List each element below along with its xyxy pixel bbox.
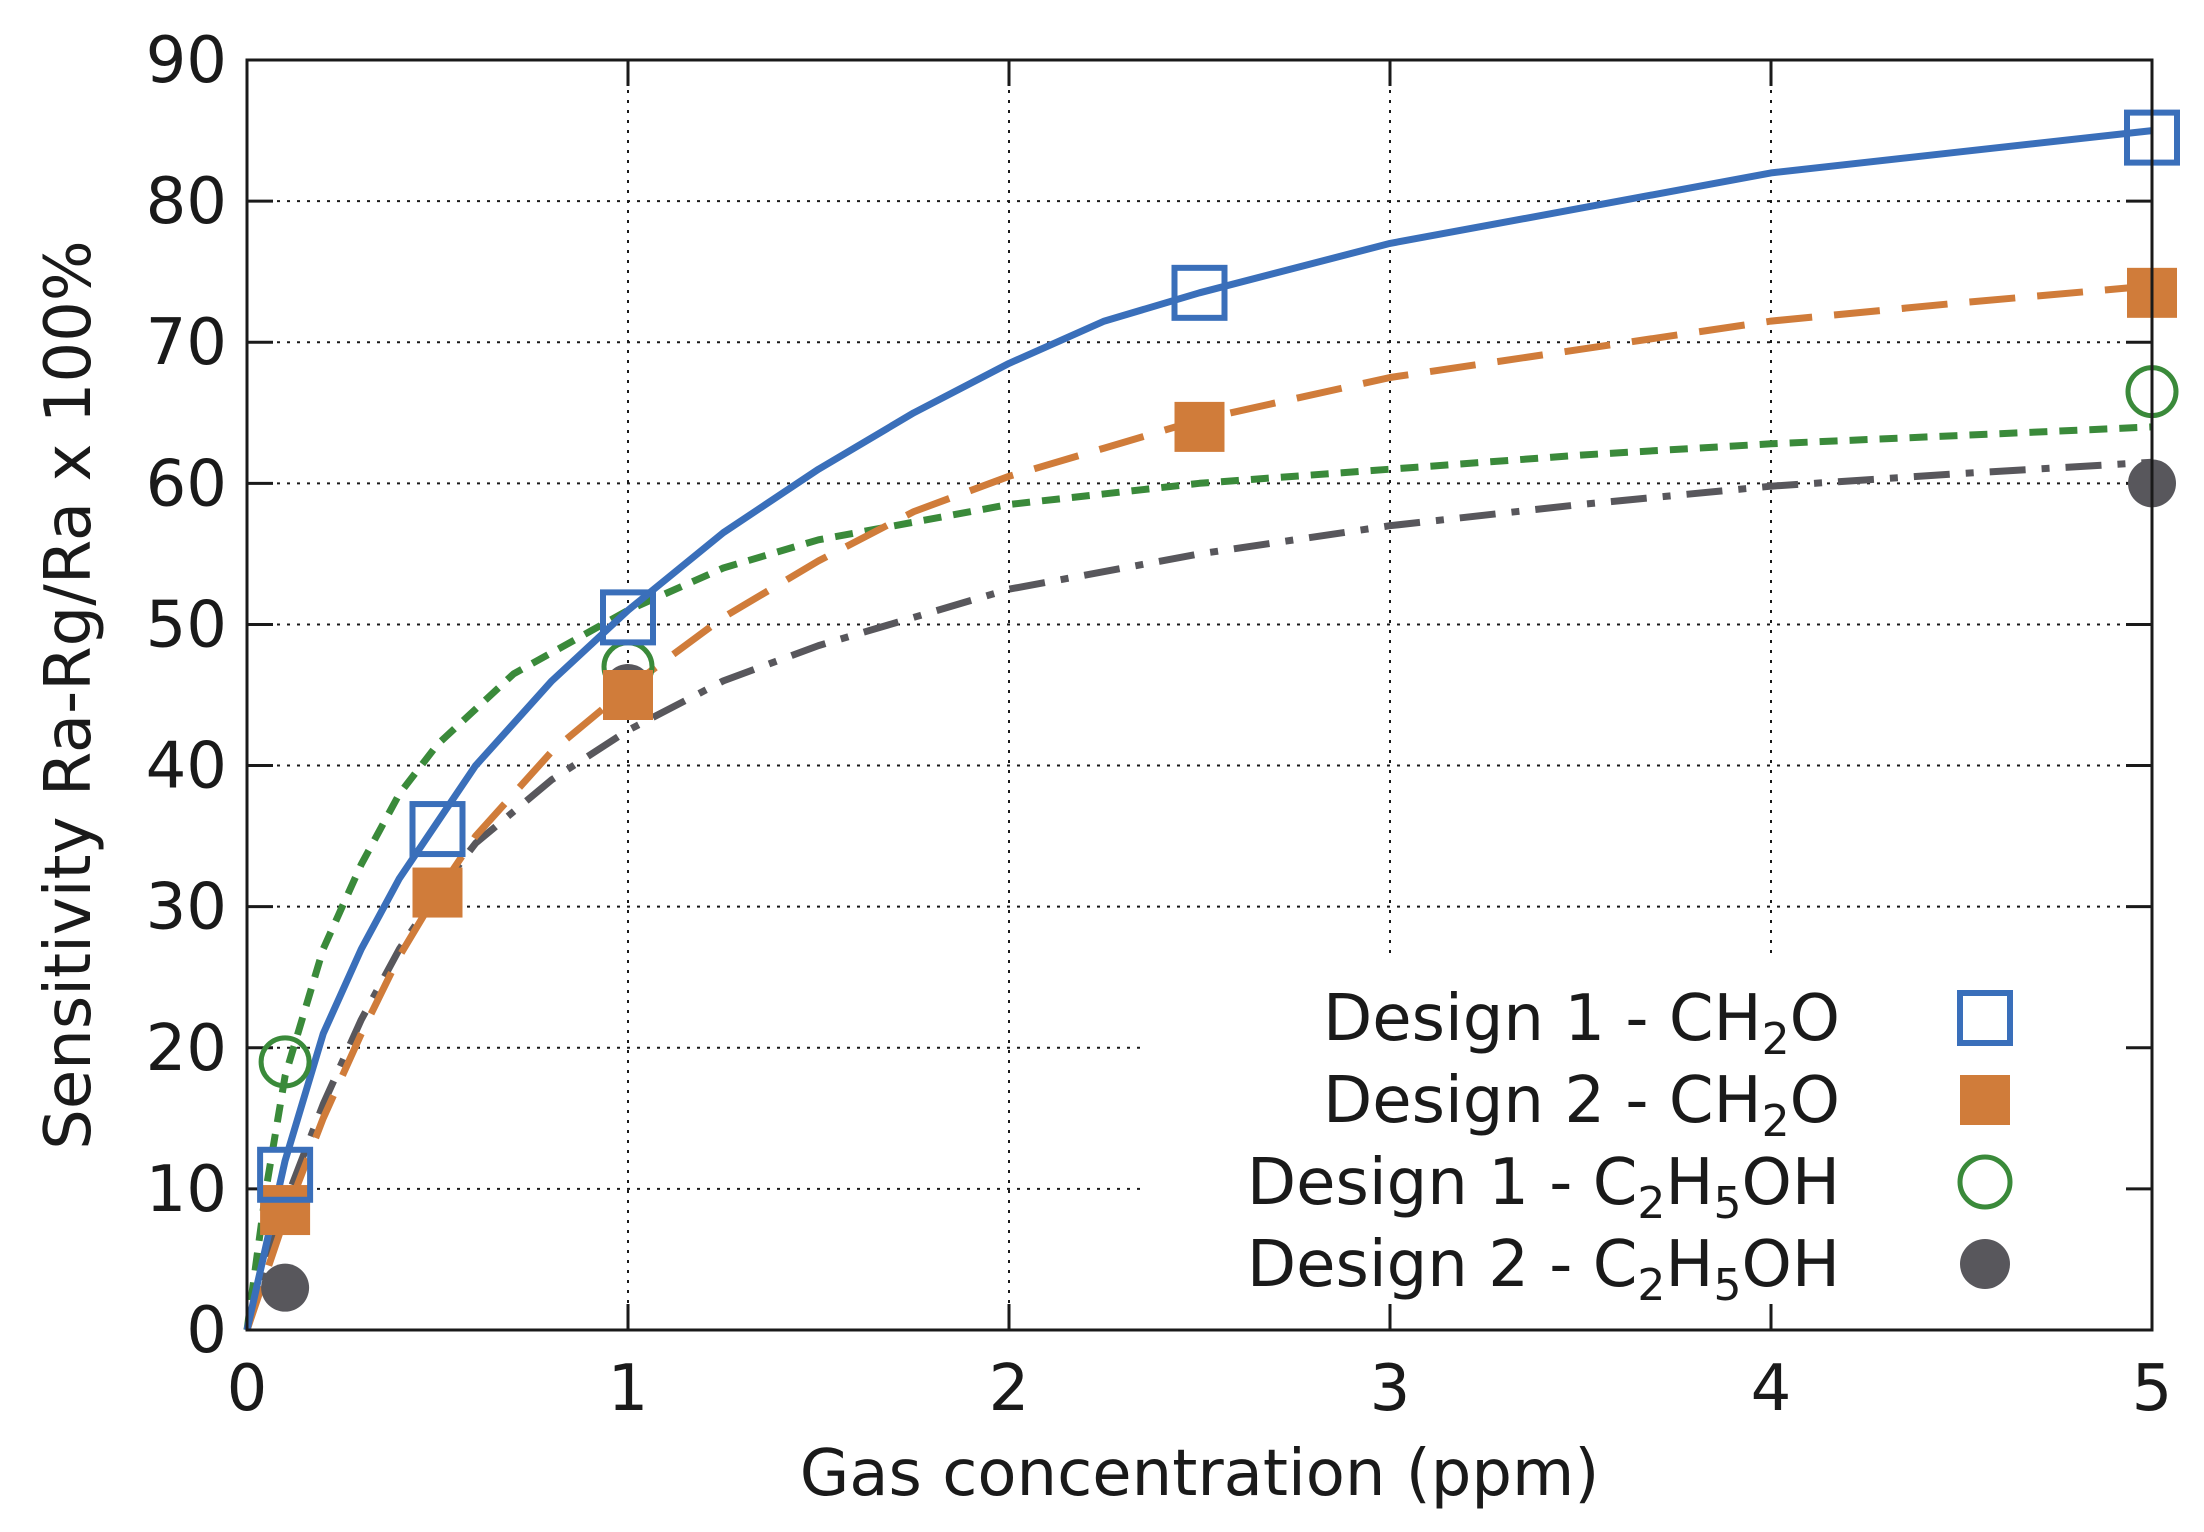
x-axis-title: Gas concentration (ppm) <box>800 1437 1600 1511</box>
x-tick-label: 1 <box>608 1352 649 1426</box>
data-point <box>257 1146 314 1203</box>
y-tick-label: 10 <box>146 1153 227 1227</box>
legend-label: Design 2 - C2H5OH <box>1247 1228 1840 1311</box>
x-tick-label: 3 <box>1370 1352 1411 1426</box>
y-tick-label: 60 <box>146 447 227 521</box>
data-point <box>600 589 656 646</box>
legend-subscript: 2 <box>1762 1096 1790 1147</box>
y-tick-label: 70 <box>146 306 227 380</box>
legend-text-part: Design 1 - CH <box>1323 982 1762 1056</box>
legend-subscript: 2 <box>1637 1260 1665 1311</box>
y-tick-label: 90 <box>146 24 227 98</box>
legend-label: Design 2 - CH2O <box>1323 1064 1840 1147</box>
x-tick-label: 2 <box>989 1352 1030 1426</box>
series-line <box>243 127 2153 1331</box>
legend-text-part: Design 2 - C <box>1247 1228 1638 1302</box>
y-tick-label: 50 <box>146 588 227 662</box>
legend-text-part: O <box>1790 982 1840 1056</box>
x-tick-label: 4 <box>1751 1352 1792 1426</box>
legend-marker <box>1957 990 2013 1046</box>
data-point <box>1174 401 1225 452</box>
y-tick-label: 80 <box>146 165 227 239</box>
y-tick-label: 30 <box>146 871 227 945</box>
legend-marker <box>1960 1075 2010 1125</box>
plot-frame <box>245 58 2154 1332</box>
legend-text-part: Design 2 - CH <box>1323 1064 1762 1138</box>
legend-text-part: OH <box>1742 1146 1841 1220</box>
data-point <box>258 1035 312 1089</box>
x-tick-label: 0 <box>227 1352 268 1426</box>
legend-text-part: H <box>1665 1228 1713 1302</box>
series-line <box>243 458 2153 1332</box>
legend-label: Design 1 - C2H5OH <box>1247 1146 1840 1229</box>
legend-label: Design 1 - CH2O <box>1323 982 1840 1065</box>
y-axis-title: Sensitivity Ra-Rg/Ra x 100% <box>32 240 106 1149</box>
data-point <box>260 1185 311 1236</box>
legend-marker <box>1957 1154 2013 1210</box>
data-point <box>409 801 466 858</box>
legend-subscript: 5 <box>1714 1178 1742 1229</box>
data-point <box>261 1263 310 1312</box>
data-point <box>1171 264 1228 321</box>
data-point <box>412 867 463 918</box>
legend-subscript: 2 <box>1762 1014 1790 1065</box>
legend-subscript: 2 <box>1637 1178 1665 1229</box>
legend-text-part: O <box>1790 1064 1840 1138</box>
y-tick-label: 0 <box>186 1294 227 1368</box>
y-tick-label: 20 <box>146 1012 227 1086</box>
legend-subscript: 5 <box>1714 1260 1742 1311</box>
legend-text-part: Design 1 - C <box>1247 1146 1638 1220</box>
x-tick-label: 5 <box>2132 1352 2173 1426</box>
data-point <box>603 670 653 720</box>
legend-text-part: OH <box>1742 1228 1841 1302</box>
series-line <box>243 423 2153 1331</box>
y-tick-label: 40 <box>146 730 227 804</box>
legend-marker <box>1960 1239 2010 1289</box>
fit-curves <box>243 127 2153 1332</box>
legend-text-part: H <box>1665 1146 1713 1220</box>
